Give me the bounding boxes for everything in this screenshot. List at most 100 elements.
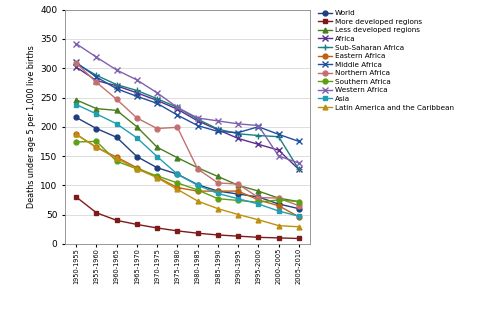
- Eastern Africa: [215, 189, 221, 193]
- Middle Africa: [194, 124, 200, 127]
- Africa: [215, 128, 221, 132]
- World: [296, 207, 302, 211]
- Northern Africa: [73, 61, 79, 65]
- Africa: [174, 107, 180, 111]
- Sub-Saharan Africa: [215, 127, 221, 131]
- More developed regions: [174, 229, 180, 233]
- Western Africa: [154, 91, 160, 95]
- Middle Africa: [235, 131, 241, 135]
- Less developed regions: [114, 109, 119, 112]
- Less developed regions: [194, 166, 200, 170]
- Southern Africa: [114, 159, 119, 163]
- Africa: [73, 65, 79, 69]
- More developed regions: [276, 236, 281, 240]
- Middle Africa: [296, 139, 302, 143]
- Latin America and the Caribbean: [73, 132, 79, 136]
- Latin America and the Caribbean: [174, 188, 180, 191]
- Northern Africa: [154, 126, 160, 130]
- Asia: [194, 183, 200, 187]
- More developed regions: [215, 233, 221, 237]
- Line: Western Africa: Western Africa: [73, 41, 302, 166]
- Western Africa: [174, 106, 180, 110]
- Less developed regions: [134, 125, 140, 129]
- Middle Africa: [94, 75, 100, 79]
- Less developed regions: [94, 107, 100, 111]
- World: [215, 189, 221, 193]
- Sub-Saharan Africa: [296, 167, 302, 171]
- Sub-Saharan Africa: [73, 62, 79, 66]
- More developed regions: [194, 231, 200, 235]
- Sub-Saharan Africa: [256, 134, 262, 137]
- Line: Latin America and the Caribbean: Latin America and the Caribbean: [74, 132, 302, 229]
- Line: World: World: [74, 115, 302, 211]
- Southern Africa: [154, 174, 160, 178]
- Eastern Africa: [114, 155, 119, 159]
- Africa: [114, 84, 119, 88]
- World: [256, 195, 262, 199]
- Eastern Africa: [73, 132, 79, 136]
- Southern Africa: [276, 198, 281, 202]
- Eastern Africa: [235, 189, 241, 193]
- More developed regions: [94, 211, 100, 215]
- Southern Africa: [296, 200, 302, 203]
- Eastern Africa: [194, 189, 200, 193]
- Asia: [134, 136, 140, 140]
- Northern Africa: [256, 196, 262, 200]
- World: [276, 202, 281, 206]
- Western Africa: [94, 55, 100, 59]
- Middle Africa: [276, 132, 281, 136]
- Line: Northern Africa: Northern Africa: [74, 60, 302, 208]
- Africa: [134, 91, 140, 95]
- Legend: World, More developed regions, Less developed regions, Africa, Sub-Saharan Afric: World, More developed regions, Less deve…: [316, 9, 456, 112]
- Southern Africa: [134, 167, 140, 171]
- Africa: [256, 142, 262, 146]
- World: [134, 155, 140, 159]
- Northern Africa: [235, 182, 241, 186]
- Latin America and the Caribbean: [114, 156, 119, 160]
- Eastern Africa: [94, 145, 100, 149]
- Sub-Saharan Africa: [194, 117, 200, 121]
- Northern Africa: [215, 181, 221, 185]
- Latin America and the Caribbean: [256, 218, 262, 222]
- Asia: [114, 122, 119, 126]
- Africa: [154, 98, 160, 102]
- Asia: [94, 112, 100, 116]
- Asia: [256, 202, 262, 206]
- Western Africa: [256, 124, 262, 127]
- Latin America and the Caribbean: [154, 176, 160, 180]
- Northern Africa: [94, 80, 100, 84]
- Africa: [276, 148, 281, 152]
- Sub-Saharan Africa: [174, 106, 180, 110]
- More developed regions: [256, 235, 262, 239]
- Northern Africa: [114, 97, 119, 101]
- Western Africa: [73, 42, 79, 46]
- Middle Africa: [134, 94, 140, 98]
- Africa: [296, 167, 302, 171]
- Less developed regions: [296, 200, 302, 203]
- Line: Sub-Saharan Africa: Sub-Saharan Africa: [73, 60, 302, 173]
- Eastern Africa: [154, 175, 160, 179]
- Western Africa: [235, 122, 241, 126]
- Sub-Saharan Africa: [134, 88, 140, 92]
- Sub-Saharan Africa: [114, 83, 119, 86]
- Sub-Saharan Africa: [276, 135, 281, 139]
- Northern Africa: [134, 116, 140, 120]
- Southern Africa: [194, 188, 200, 192]
- Sub-Saharan Africa: [94, 73, 100, 77]
- World: [94, 126, 100, 130]
- Northern Africa: [296, 204, 302, 208]
- Western Africa: [276, 154, 281, 158]
- More developed regions: [296, 237, 302, 240]
- Africa: [194, 119, 200, 123]
- World: [174, 172, 180, 176]
- Less developed regions: [174, 156, 180, 160]
- Middle Africa: [73, 60, 79, 64]
- Less developed regions: [256, 189, 262, 193]
- Africa: [94, 79, 100, 83]
- Latin America and the Caribbean: [134, 167, 140, 171]
- More developed regions: [235, 234, 241, 238]
- Latin America and the Caribbean: [215, 207, 221, 211]
- Southern Africa: [235, 199, 241, 202]
- Middle Africa: [114, 87, 119, 91]
- Southern Africa: [215, 197, 221, 201]
